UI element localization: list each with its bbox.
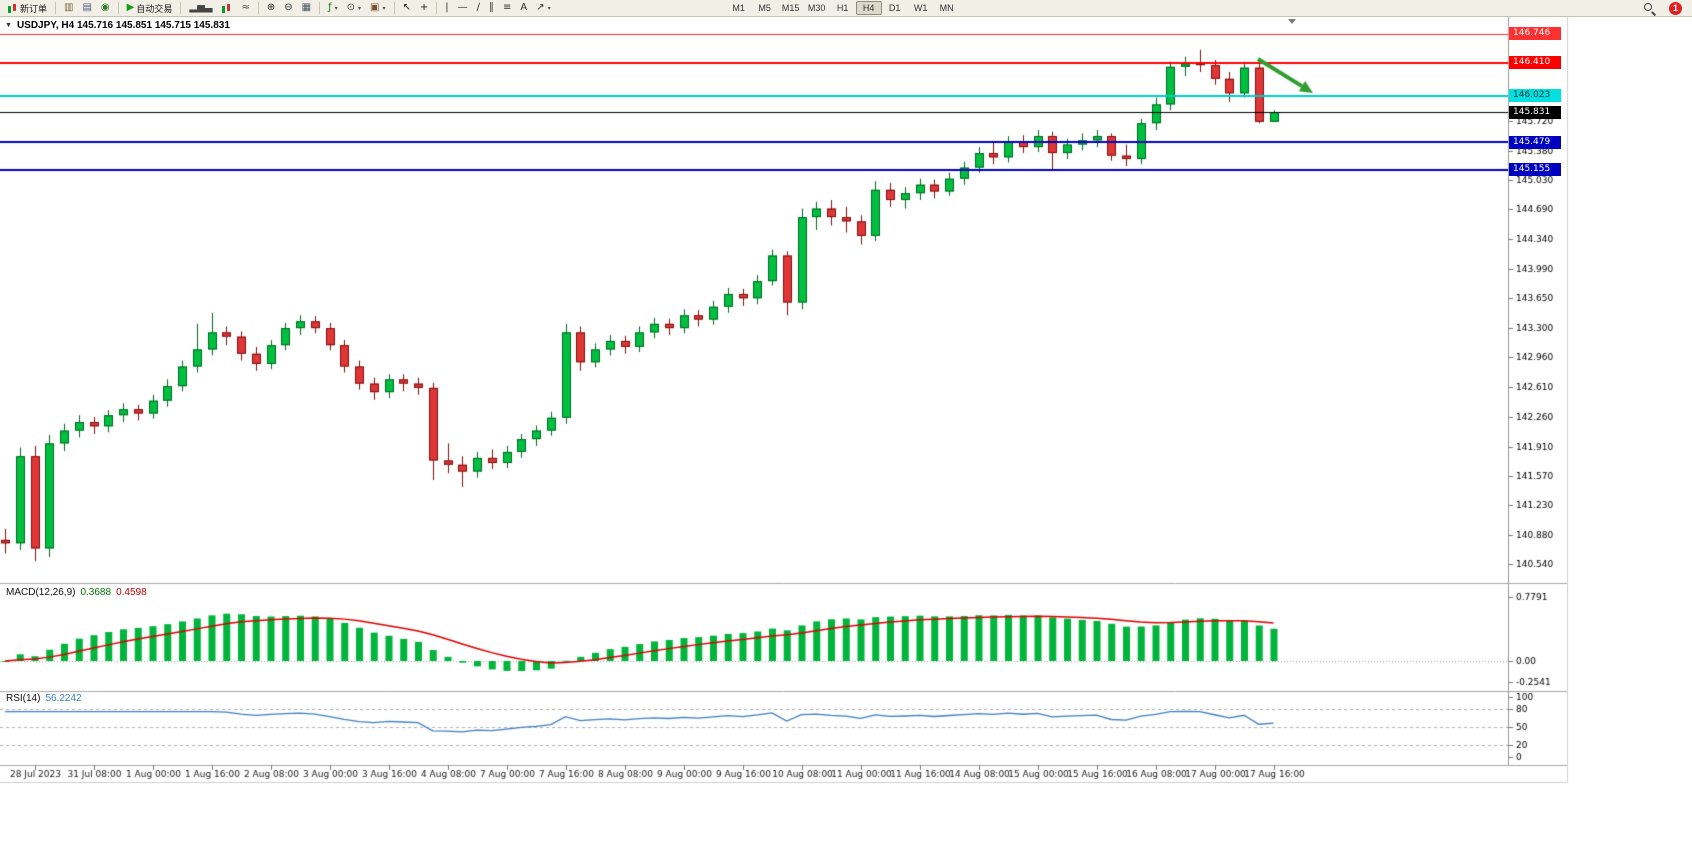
candlestick-icon (7, 3, 18, 14)
trendline-button[interactable]: ∕ (473, 0, 484, 17)
horizontal-line-button[interactable]: — (454, 0, 472, 17)
tf-button-M30[interactable]: M30 (807, 3, 826, 13)
rsi-value: 56.2242 (45, 693, 82, 704)
new-order-button[interactable]: 新订单 (3, 0, 51, 17)
dropdown-caret-icon: ▾ (358, 4, 362, 12)
crosshair-button[interactable]: + (416, 0, 432, 17)
tile-windows-icon: ▦ (301, 2, 312, 13)
periods-icon: ⊙ (346, 2, 356, 13)
templates-button[interactable]: ▣ ▾ (366, 0, 389, 17)
cursor-icon: ↖ (402, 2, 411, 13)
tf-button-M1[interactable]: M1 (732, 3, 745, 13)
window-menu-icon[interactable]: ▼ (5, 22, 12, 29)
bar-chart-icon: ▂▅▃ (189, 2, 213, 13)
price-line-label: 146.746 (1509, 27, 1561, 41)
price-line-label: 145.479 (1509, 135, 1561, 149)
tf-button-D1[interactable]: D1 (888, 3, 901, 13)
line-chart-button[interactable]: ≈ (237, 0, 253, 17)
macd-value-signal: 0.4598 (116, 587, 147, 598)
vertical-line-button[interactable]: | (441, 0, 452, 17)
toolbar-separator (436, 2, 438, 14)
macd-value-main: 0.3688 (80, 587, 112, 598)
candlestick-chart-button[interactable] (217, 0, 236, 17)
tile-windows-button[interactable]: ▦ (298, 0, 315, 17)
search-button[interactable] (1639, 0, 1660, 17)
chart-title: ▼ USDJPY, H4 145.716 145.851 145.715 145… (5, 20, 230, 31)
zoom-out-button[interactable]: ⊖ (280, 0, 296, 17)
auto-trading-button[interactable]: ▶ 自动交易 (123, 0, 177, 17)
profiles-icon: ▤ (82, 2, 92, 13)
toolbar-separator (55, 2, 57, 14)
chart-canvas[interactable] (0, 17, 1692, 849)
tf-button-MN[interactable]: MN (939, 3, 954, 13)
chart-title-text: USDJPY, H4 145.716 145.851 145.715 145.8… (16, 20, 230, 31)
tf-button-W1[interactable]: W1 (913, 3, 928, 13)
line-chart-icon: ≈ (241, 2, 250, 13)
templates-icon: ▣ (370, 2, 380, 13)
candlestick-icon (221, 3, 232, 14)
price-line-label: 146.023 (1509, 89, 1561, 103)
auto-trading-icon: ▶ (126, 2, 135, 13)
indicators-icon: ƒ (328, 2, 332, 13)
strategy-tester-button[interactable]: ◉ (97, 0, 114, 17)
arrows-button[interactable]: ↗ ▾ (532, 0, 554, 17)
dropdown-caret-icon: ▾ (547, 4, 551, 12)
macd-name: MACD(12,26,9) (6, 587, 76, 598)
text-button[interactable]: A (516, 0, 531, 17)
trendline-icon: ∕ (476, 2, 481, 13)
zoom-in-button[interactable]: ⊕ (263, 0, 279, 17)
arrows-icon: ↗ (536, 2, 545, 13)
periods-button[interactable]: ⊙ ▾ (343, 0, 365, 17)
tf-button-M15[interactable]: M15 (781, 3, 800, 13)
vertical-line-icon: | (445, 2, 449, 13)
channel-icon: ∥ (489, 2, 495, 13)
cursor-button[interactable]: ↖ (399, 0, 415, 17)
bar-chart-button[interactable]: ▂▅▃ (185, 0, 216, 17)
new-chart-icon: ▥ (64, 2, 74, 13)
dropdown-caret-icon: ▾ (382, 4, 386, 12)
new-order-label: 新订单 (20, 3, 48, 14)
tf-button-H1[interactable]: H1 (836, 3, 849, 13)
tf-button-H4[interactable]: H4 (855, 1, 882, 15)
timeframe-toolbar: M1 M5 M15 M30 H1 H4 D1 W1 MN (726, 1, 960, 15)
text-icon: A (520, 2, 528, 13)
new-chart-button[interactable]: ▥ (60, 0, 77, 17)
zoom-out-icon: ⊖ (284, 2, 293, 13)
strategy-tester-icon: ◉ (100, 2, 110, 13)
channel-button[interactable]: ∥ (485, 0, 498, 17)
dropdown-caret-icon: ▾ (334, 4, 338, 12)
horizontal-line-icon: — (457, 2, 468, 13)
tf-button-M5[interactable]: M5 (758, 3, 771, 13)
main-toolbar: 新订单 ▥ ▤ ◉ ▶ 自动交易 ▂▅▃ ≈ ⊕ ⊖ ▦ ƒ ▾ ⊙ ▾ ▣ ▾ ↖ + | — ∕ ∥ ≡ A ↗ ▾ M1 M5 M1… (0, 0, 1692, 17)
price-line-label: 146.410 (1509, 56, 1561, 70)
notification-badge: 1 (1669, 1, 1682, 15)
macd-label: MACD(12,26,9) 0.3688 0.4598 (6, 587, 147, 598)
search-icon (1643, 2, 1656, 15)
fibonacci-button[interactable]: ≡ (499, 0, 515, 17)
indicators-button[interactable]: ƒ ▾ (324, 0, 342, 17)
toolbar-separator (180, 2, 182, 14)
notifications-button[interactable]: 1 (1665, 0, 1686, 17)
profiles-button[interactable]: ▤ (78, 0, 95, 17)
toolbar-separator (319, 2, 321, 14)
rsi-label: RSI(14) 56.2242 (6, 693, 82, 704)
toolbar-separator (117, 2, 119, 14)
toolbar-separator (393, 2, 395, 14)
rsi-name: RSI(14) (6, 693, 41, 704)
crosshair-icon: + (419, 2, 429, 13)
price-line-label: 145.155 (1509, 163, 1561, 177)
auto-trading-label: 自动交易 (136, 3, 173, 14)
zoom-in-icon: ⊕ (266, 2, 276, 13)
toolbar-right-group: 1 (1639, 0, 1689, 17)
toolbar-separator (257, 2, 259, 14)
fibonacci-icon: ≡ (503, 2, 512, 13)
chart-shift-marker-icon[interactable] (1288, 19, 1296, 24)
price-line-label: 145.831 (1509, 105, 1561, 119)
